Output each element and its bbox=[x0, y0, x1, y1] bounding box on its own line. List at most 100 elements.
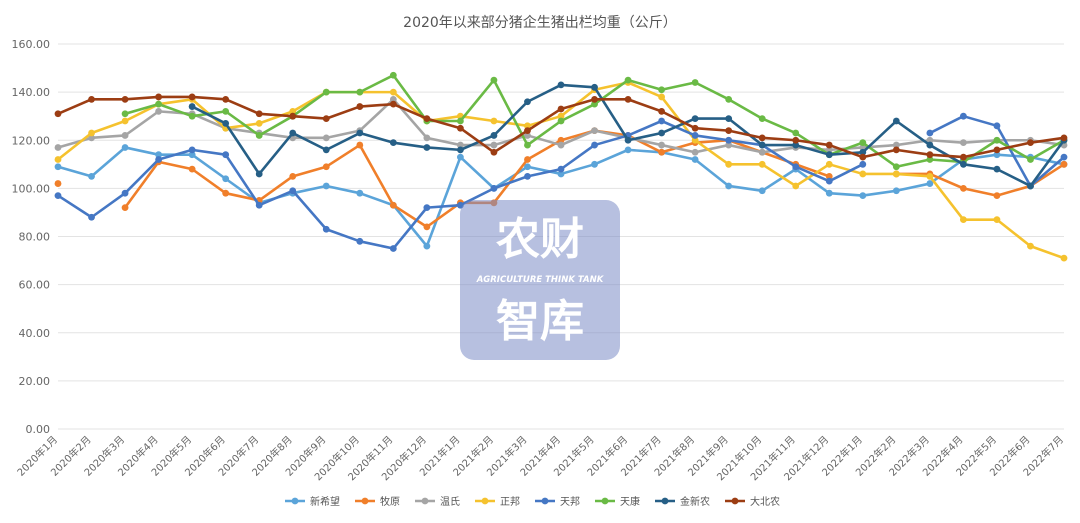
data-point bbox=[993, 122, 1001, 130]
data-point bbox=[792, 163, 800, 171]
data-point bbox=[792, 141, 800, 149]
data-point bbox=[356, 129, 364, 137]
y-axis-ticks: 0.00 20.00 40.00 60.00 80.00 100.00 120.00 140.… bbox=[12, 38, 51, 436]
data-point bbox=[624, 76, 632, 84]
data-point bbox=[758, 134, 766, 142]
y-tick-label: 0.00 bbox=[26, 423, 51, 436]
data-point bbox=[88, 95, 95, 103]
data-point bbox=[859, 170, 867, 178]
data-point bbox=[54, 192, 62, 199]
data-point bbox=[121, 144, 129, 151]
legend-swatch-marker bbox=[421, 497, 429, 505]
legend-swatch-marker bbox=[481, 497, 489, 505]
data-point bbox=[591, 141, 598, 149]
series-3 bbox=[54, 95, 1068, 156]
data-point bbox=[1027, 242, 1034, 250]
legend-item: 新希望 bbox=[285, 495, 340, 508]
data-point bbox=[88, 172, 95, 180]
data-point bbox=[490, 132, 498, 139]
data-point bbox=[322, 115, 330, 122]
data-point bbox=[892, 141, 900, 149]
data-point bbox=[423, 144, 431, 151]
data-point bbox=[356, 103, 364, 110]
data-point bbox=[1027, 182, 1034, 190]
data-point bbox=[490, 184, 498, 192]
data-point bbox=[725, 182, 733, 190]
data-point bbox=[389, 100, 397, 108]
data-point bbox=[591, 160, 598, 168]
data-point bbox=[188, 146, 196, 154]
data-point bbox=[1060, 254, 1068, 262]
data-point bbox=[322, 225, 330, 233]
data-point bbox=[289, 187, 297, 195]
legend-swatch-marker bbox=[361, 497, 369, 505]
legend-swatch-marker bbox=[601, 497, 609, 505]
data-point bbox=[960, 216, 967, 224]
data-point bbox=[524, 98, 531, 106]
data-point bbox=[524, 132, 531, 139]
data-point bbox=[1060, 153, 1068, 161]
data-point bbox=[255, 132, 263, 139]
data-point bbox=[490, 148, 498, 156]
data-point bbox=[557, 136, 565, 144]
data-point bbox=[758, 187, 766, 195]
data-point bbox=[825, 160, 833, 168]
data-point bbox=[457, 153, 464, 161]
data-point bbox=[792, 182, 800, 190]
legend-label: 牧原 bbox=[380, 495, 400, 508]
data-point bbox=[389, 88, 397, 96]
data-point bbox=[524, 127, 531, 135]
data-point bbox=[121, 95, 129, 103]
data-point bbox=[222, 95, 230, 103]
data-point bbox=[993, 216, 1001, 224]
data-point bbox=[960, 184, 967, 192]
data-point bbox=[222, 151, 230, 159]
data-point bbox=[859, 160, 867, 168]
data-point bbox=[423, 134, 431, 142]
data-point bbox=[725, 160, 733, 168]
data-point bbox=[322, 88, 330, 96]
data-point bbox=[121, 132, 129, 139]
legend-item: 牧原 bbox=[355, 495, 400, 508]
data-point bbox=[557, 165, 565, 173]
data-point bbox=[356, 141, 364, 149]
data-point bbox=[121, 117, 129, 125]
data-point bbox=[825, 177, 833, 185]
data-point bbox=[960, 112, 967, 120]
data-point bbox=[691, 79, 699, 86]
data-point bbox=[926, 129, 934, 137]
data-point bbox=[255, 201, 263, 209]
data-point bbox=[524, 163, 531, 171]
data-point bbox=[993, 151, 1001, 159]
data-point bbox=[289, 129, 297, 137]
data-point bbox=[993, 192, 1001, 199]
data-point bbox=[892, 163, 900, 171]
data-point bbox=[557, 81, 565, 89]
data-point bbox=[591, 127, 598, 135]
data-point bbox=[289, 107, 297, 115]
data-point bbox=[155, 156, 163, 163]
watermark-line2: AGRICULTURE THINK TANK bbox=[476, 275, 605, 285]
data-point bbox=[825, 189, 833, 197]
series-7 bbox=[188, 81, 1068, 190]
legend-item: 大北农 bbox=[725, 495, 780, 508]
data-point bbox=[356, 189, 364, 197]
watermark-line3: 智库 bbox=[496, 296, 584, 347]
data-point bbox=[188, 103, 196, 110]
data-point bbox=[255, 110, 263, 118]
data-point bbox=[54, 180, 62, 187]
chart-title: 2020年以来部分猪企生猪出栏均重（公斤） bbox=[403, 14, 677, 31]
data-point bbox=[457, 146, 464, 154]
watermark-box bbox=[460, 200, 620, 360]
x-axis-ticks: 2020年1月2020年2月2020年3月2020年4月2020年5月2020年… bbox=[14, 433, 1066, 483]
data-point bbox=[1060, 160, 1068, 168]
legend-label: 大北农 bbox=[750, 495, 780, 508]
data-point bbox=[658, 107, 665, 115]
data-point bbox=[725, 115, 733, 122]
data-point bbox=[423, 223, 431, 231]
data-point bbox=[691, 156, 699, 163]
data-point bbox=[658, 129, 665, 137]
data-point bbox=[457, 117, 464, 125]
data-point bbox=[222, 107, 230, 115]
